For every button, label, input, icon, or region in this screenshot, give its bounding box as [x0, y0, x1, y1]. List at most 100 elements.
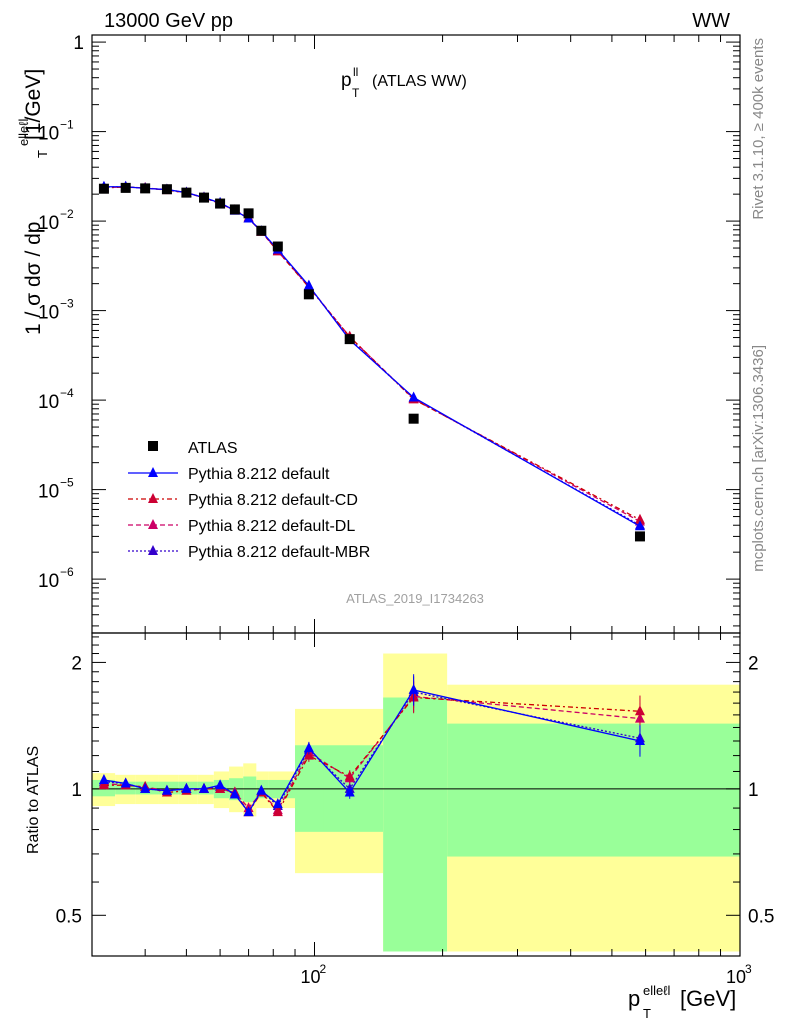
ratio-point [243, 806, 254, 817]
legend-default-marker [148, 467, 158, 477]
mcplots-label: mcplots.cern.ch [arXiv:1306.3436] [750, 345, 767, 572]
ratio-tick-label: 2 [71, 653, 82, 674]
legend-mbr-label: Pythia 8.212 default-MBR [188, 544, 370, 561]
ratio-point [272, 798, 283, 809]
y-tick-label-exp: −5 [60, 476, 74, 490]
y-tick-label-exp: −4 [60, 386, 74, 400]
ratio-point [408, 683, 419, 694]
atlas-data-point [408, 413, 419, 424]
series-line [103, 186, 641, 523]
legend-default-label: Pythia 8.212 default [188, 466, 330, 483]
plot-title: p [341, 70, 352, 91]
legend-atlas-marker [148, 441, 158, 451]
ratio-point [634, 705, 645, 716]
y-tick-label: 10 [38, 571, 59, 592]
x-tick-label-exp: 2 [319, 962, 326, 976]
svg-text:T: T [35, 150, 50, 158]
atlas-data-point [98, 183, 109, 194]
y-tick-label-exp: −2 [60, 207, 74, 221]
y-axis-label: 1 / σ dσ / dp [22, 222, 45, 335]
ratio-tick-label-right: 0.5 [748, 906, 774, 927]
x-axis-label-sub: T [643, 1006, 651, 1021]
series-point [634, 513, 645, 524]
atlas-data-point [634, 531, 645, 542]
ratio-frame [91, 632, 741, 957]
ratio-point [303, 749, 314, 760]
analysis-id: ATLAS_2019_I1734263 [346, 591, 484, 606]
atlas-data-point [229, 204, 240, 215]
ratio-point [634, 734, 645, 745]
ratio-point [98, 773, 109, 784]
x-axis-label-unit: [GeV] [680, 986, 736, 1011]
y-axis-label-sup: elleℓl [16, 119, 31, 146]
ratio-y-label: Ratio to ATLAS [25, 746, 42, 854]
ratio-point [229, 788, 240, 799]
atlas-data-point [256, 225, 267, 236]
ratio-point [344, 786, 355, 797]
legend-dl-label: Pythia 8.212 default-DL [188, 518, 355, 535]
plot-title-sup: ll [353, 65, 358, 79]
atlas-data-point [215, 198, 226, 209]
y-axis-label-unit: [1/GeV] [22, 69, 45, 140]
uncertainty-band-green [383, 697, 448, 952]
atlas-data-point [120, 182, 131, 193]
legend-cd-marker [148, 493, 158, 503]
atlas-data-point [181, 187, 192, 198]
series-point [303, 279, 314, 290]
x-axis-label: p [628, 986, 640, 1011]
ratio-point [181, 782, 192, 793]
ratio-tick-label-right: 2 [748, 653, 759, 674]
ratio-point [344, 770, 355, 781]
ratio-point [161, 784, 172, 795]
ratio-panel: 0.5 0.5 1 1 2 2 [56, 632, 774, 957]
y-tick-label: 10 [38, 482, 59, 503]
ratio-point [120, 777, 131, 788]
atlas-data-point [243, 208, 254, 219]
x-tick-label: 10 [300, 967, 320, 987]
atlas-data-point [272, 241, 283, 252]
atlas-data-point [344, 334, 355, 345]
legend-dl-marker [148, 519, 158, 529]
ratio-point [256, 784, 267, 795]
y-tick-label-exp: −6 [60, 565, 74, 579]
series-point [408, 391, 419, 402]
rivet-label: Rivet 3.1.10, ≥ 400k events [750, 38, 767, 220]
legend-cd-label: Pythia 8.212 default-CD [188, 492, 358, 509]
ratio-point [303, 742, 314, 753]
ratio-point [199, 782, 210, 793]
ratio-point [98, 779, 109, 790]
x-tick-label: 10 [726, 967, 746, 987]
x-tick-label-exp: 3 [745, 962, 752, 976]
y-axis-label-sub: T [35, 150, 50, 158]
svg-text:elleℓl: elleℓl [16, 119, 31, 146]
plot-title-sub: T [352, 86, 360, 100]
legend-mbr-marker [148, 545, 158, 555]
svg-text:[1/GeV]: [1/GeV] [22, 69, 45, 140]
ratio-tick-label-right: 1 [748, 780, 759, 801]
svg-text:Ratio to ATLAS: Ratio to ATLAS [25, 746, 42, 854]
series-point [634, 520, 645, 531]
atlas-data-point [140, 183, 151, 194]
svg-text:1 / σ dσ / dp: 1 / σ dσ / dp [22, 222, 45, 335]
ratio-tick-label: 1 [71, 780, 82, 801]
ratio-point [215, 779, 226, 790]
ratio-tick-label: 0.5 [56, 906, 82, 927]
atlas-data-point [161, 184, 172, 195]
process-label: WW [692, 10, 730, 32]
y-tick-label-exp: −1 [60, 118, 74, 132]
y-tick-label: 10 [38, 303, 59, 324]
y-tick-label: 10 [38, 213, 59, 234]
main-panel: 110−110−210−310−410−510−6 [38, 33, 741, 634]
legend-atlas-label: ATLAS [188, 440, 238, 457]
atlas-data-point [303, 289, 314, 300]
series-line [103, 186, 641, 521]
plot-title-rest: (ATLAS WW) [372, 73, 467, 90]
series-line [103, 186, 641, 526]
x-axis-label-sup: elleℓl [643, 983, 670, 998]
y-tick-label: 1 [73, 33, 84, 54]
y-tick-label-exp: −3 [60, 297, 74, 311]
legend: ATLAS Pythia 8.212 default Pythia 8.212 … [128, 440, 370, 561]
ratio-point [140, 782, 151, 793]
y-tick-label: 10 [38, 392, 59, 413]
